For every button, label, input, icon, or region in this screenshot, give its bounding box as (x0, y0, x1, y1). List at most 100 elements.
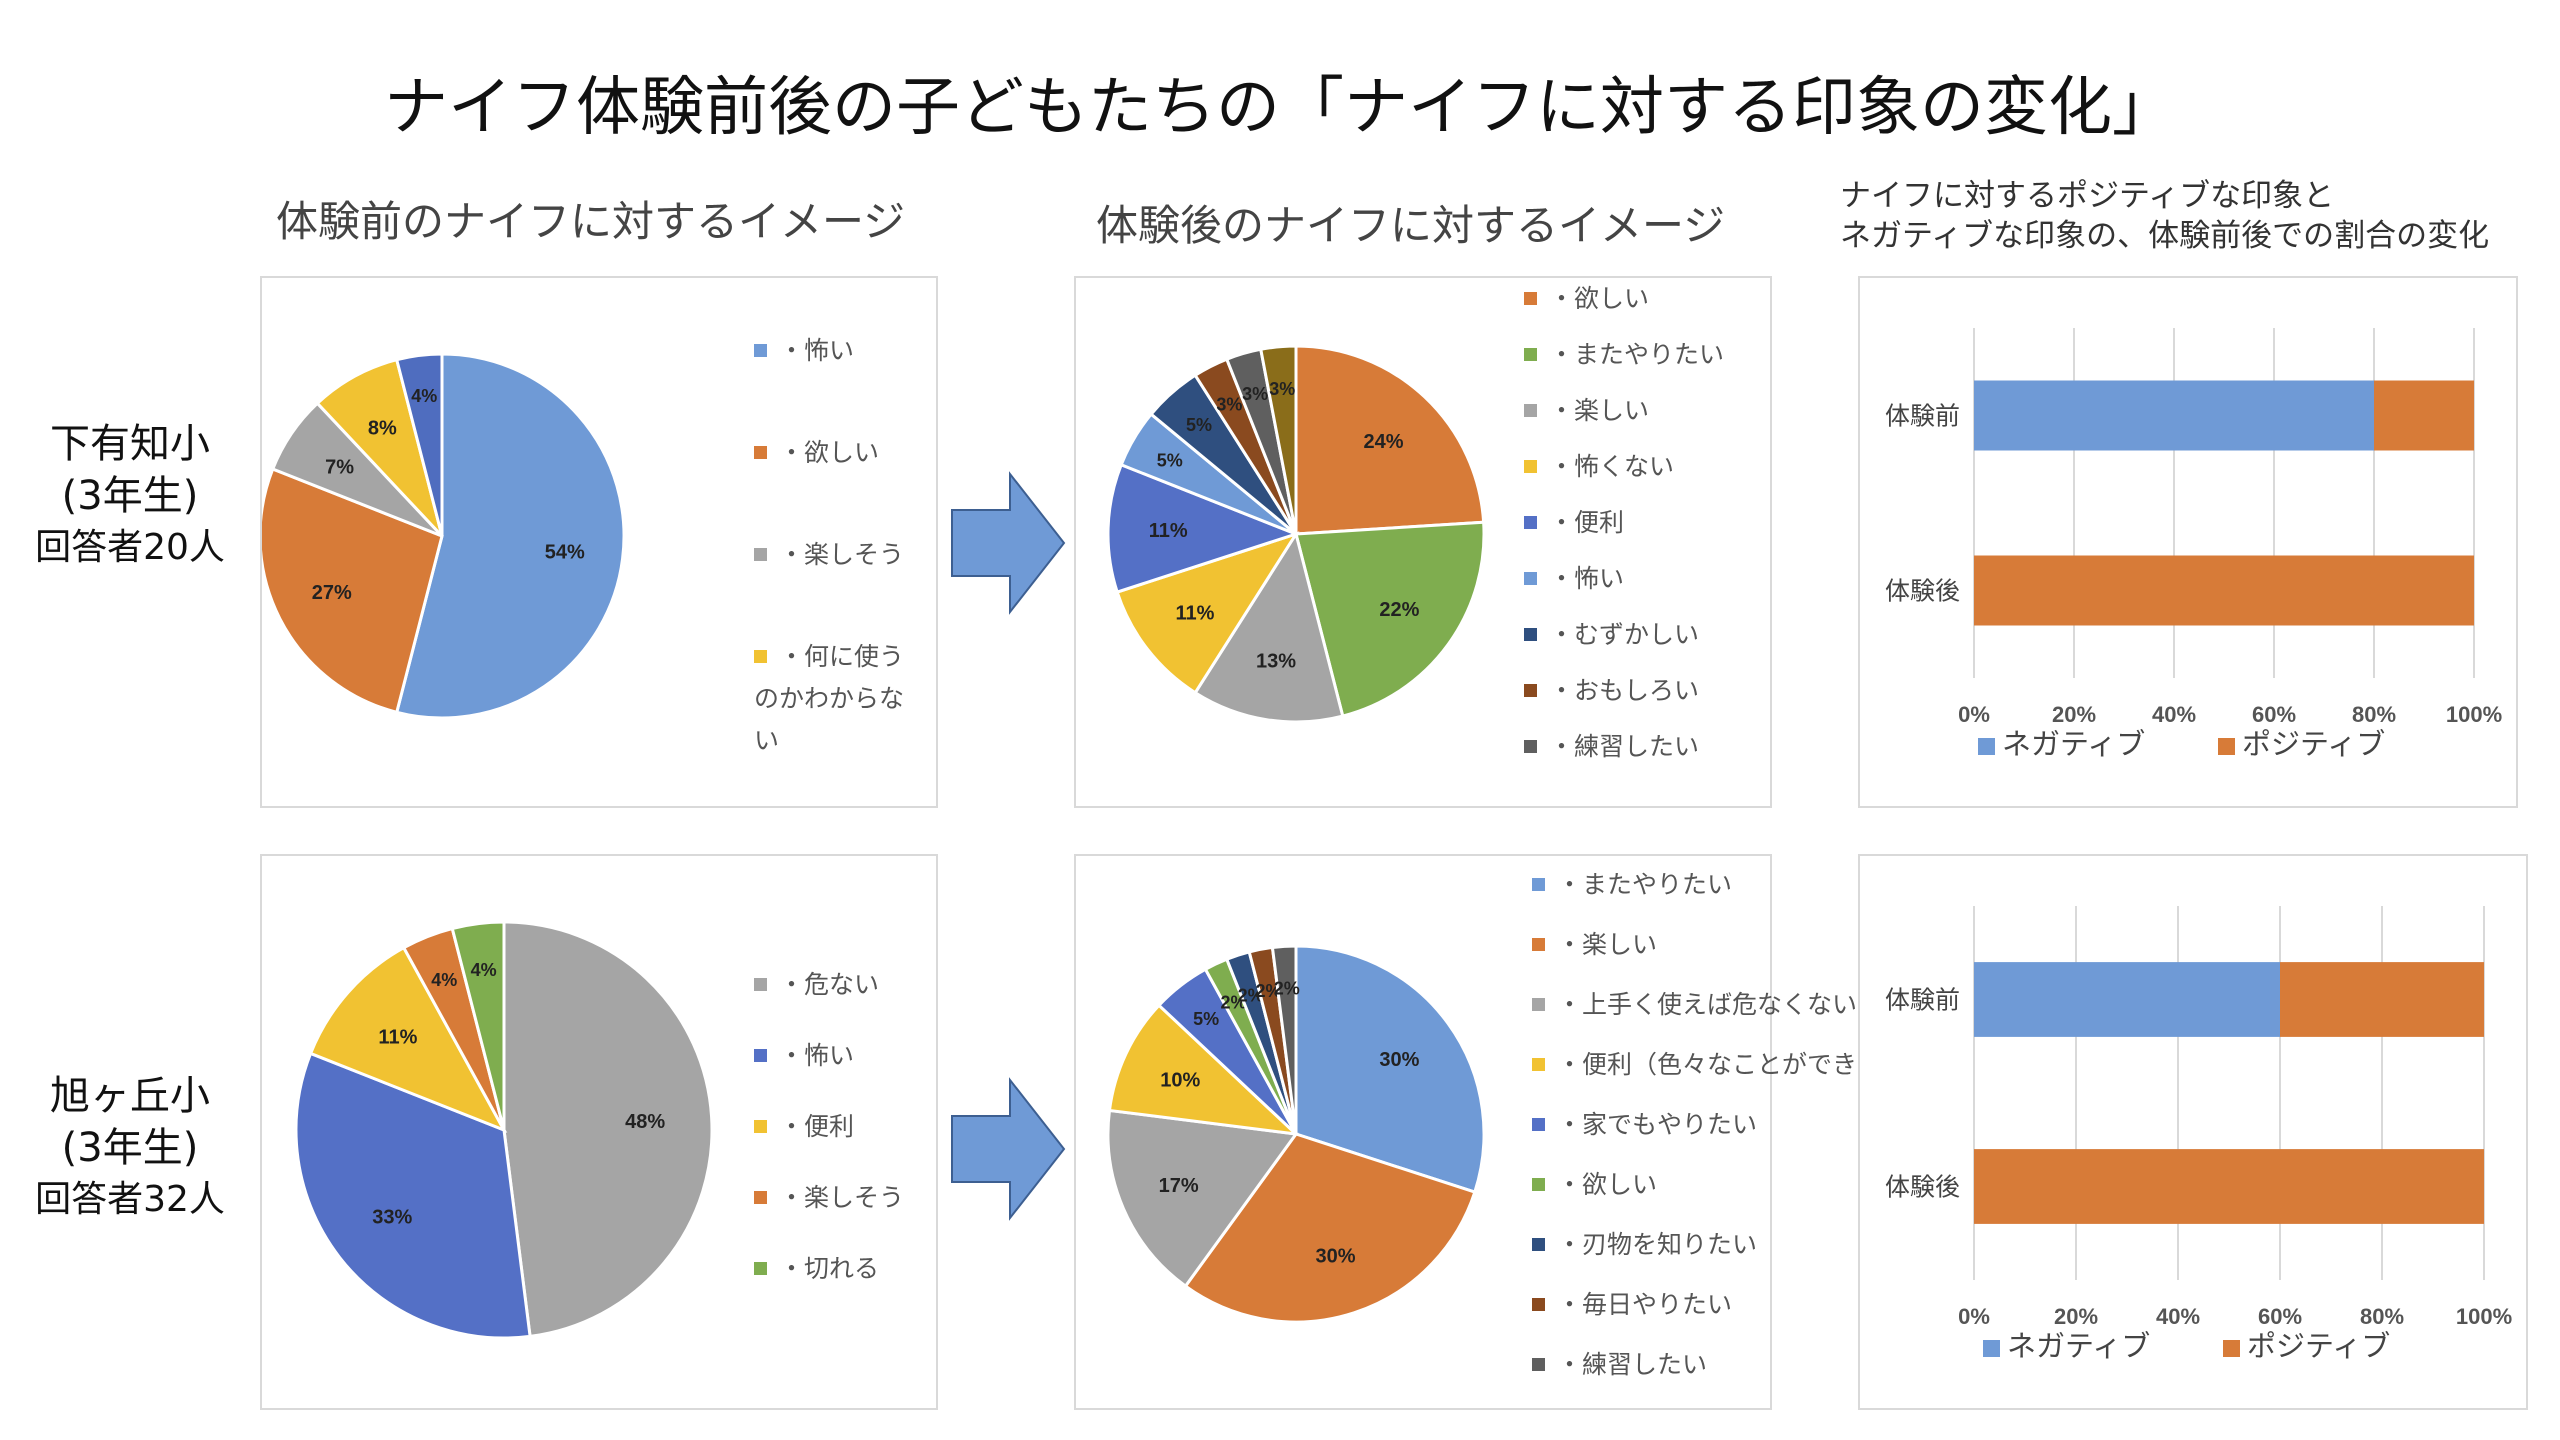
legend-label: ・便利 (779, 1112, 854, 1141)
arrow-right-icon (948, 470, 1070, 616)
legend-swatch (754, 344, 767, 357)
legend-item: ・怖い (754, 330, 916, 372)
legend-label: ポジティブ (2247, 1329, 2390, 1363)
legend-swatch (754, 1262, 767, 1275)
data-label: 17% (1159, 1175, 1199, 1197)
column-title-after: 体験後のナイフに対するイメージ (1096, 192, 1725, 253)
legend-swatch (754, 1120, 767, 1133)
bar-chart-school2-ratio: 0% 20% 40% 60% 80% 100% 体験前 体験後 ネガティブ ポジティブ (1858, 854, 2528, 1410)
pie-chart-school1-after: 24% 22% 13% 11% 11% 5% 5% 3% 3% 3% ・欲しい ・またやりたい ・楽しい… (1074, 276, 1772, 808)
data-label: 11% (1176, 602, 1215, 624)
data-label: 27% (312, 582, 352, 604)
legend-label: ・またやりたい (1549, 340, 1724, 369)
chart-legend: ・危ない・怖い・便利・楽しそう・切れる (754, 964, 926, 1398)
column-title-ratio: ナイフに対するポジティブな印象と ネガティブな印象の、体験前後での割合の変化 (1840, 176, 2489, 256)
legend-swatch (1532, 1178, 1545, 1191)
legend-item: ・便利 (754, 1106, 916, 1148)
legend-item: ・欲しい (1524, 278, 1750, 320)
data-label: 2% (1274, 979, 1300, 999)
legend-label: ・楽しい (1557, 930, 1657, 959)
legend-swatch (2223, 1340, 2240, 1357)
legend-label: ネガティブ (2007, 1329, 2150, 1363)
bar-segment (2280, 962, 2484, 1037)
data-label: 4% (431, 970, 457, 990)
school-respondents: 回答者20人 (20, 522, 240, 574)
legend-item: ・おもしろい (1524, 670, 1750, 712)
legend-item: ・またやりたい (1532, 864, 1750, 906)
x-tick-label: 20% (2054, 1304, 2098, 1329)
x-tick-label: 100% (2456, 1304, 2512, 1329)
legend-item: ・家でもやりたい (1532, 1104, 1750, 1146)
bar-segment (2374, 381, 2474, 451)
pie-chart-school1-before: 54% 27% 7% 8% 4% ・怖い ・欲しい ・楽しそう ・何に使うのかわからない (260, 276, 938, 808)
data-label: 33% (372, 1207, 412, 1229)
legend-item: ・怖い (1524, 558, 1750, 600)
legend-label: ・練習したい (1557, 1350, 1707, 1379)
legend-label: ・切れる (779, 1254, 879, 1283)
legend-item: ・楽しそう (754, 1177, 916, 1219)
legend-label: ・怖い (1549, 564, 1624, 593)
x-tick-label: 80% (2360, 1304, 2404, 1329)
school-name: 下有知小 (20, 418, 240, 470)
legend-item: ・楽しい (1524, 390, 1750, 432)
column-title-before: 体験前のナイフに対するイメージ (276, 188, 905, 249)
legend-label: ・楽しそう (779, 1183, 904, 1212)
arrow-right-icon (948, 1076, 1070, 1222)
legend-item: ・切れる (754, 1248, 916, 1290)
x-tick-label: 60% (2252, 702, 2296, 727)
legend-label: ・怖くない (1549, 452, 1674, 481)
y-category-label: 体験後 (1885, 1173, 1960, 1202)
chart-legend: ・またやりたい・楽しい・上手く使えば危なくない ・便利（色々なことができる） ・家で… (1532, 864, 1760, 1398)
legend-item: ・便利（色々なことができる） (1532, 1044, 1750, 1086)
chart-legend: ・怖い ・欲しい ・楽しそう ・何に使うのかわからない (754, 330, 926, 796)
legend-swatch (2218, 738, 2235, 755)
x-tick-label: 100% (2446, 702, 2502, 727)
legend-swatch (1524, 628, 1537, 641)
legend-swatch (754, 446, 767, 459)
school-label-1: 下有知小 (3年生) 回答者20人 (20, 418, 240, 574)
legend-swatch (1524, 740, 1537, 753)
data-label: 10% (1160, 1070, 1200, 1092)
legend-label: ・怖い (779, 1041, 854, 1070)
data-label: 3% (1216, 394, 1242, 414)
legend-swatch (1532, 1298, 1545, 1311)
legend-swatch (1524, 572, 1537, 585)
bar-segment (1974, 1149, 2484, 1224)
legend-swatch (754, 978, 767, 991)
pie-chart-school2-before: 48% 33% 11% 4% 4% ・危ない ・怖い ・便利 ・楽しそう ・切れる (260, 854, 938, 1410)
data-label: 5% (1186, 415, 1212, 435)
school-grade: (3年生) (20, 470, 240, 522)
bar-segment (1974, 962, 2280, 1037)
legend-label: ・何に使うのかわからない (754, 642, 904, 755)
legend-label: ・刃物を知りたい (1557, 1230, 1757, 1259)
y-category-label: 体験前 (1885, 402, 1960, 431)
school-label-2: 旭ヶ丘小 (3年生) 回答者32人 (20, 1070, 240, 1226)
data-label: 11% (1149, 520, 1188, 542)
legend-item: ・楽しい (1532, 924, 1750, 966)
legend-label: ネガティブ (2002, 727, 2145, 761)
data-label: 4% (411, 386, 437, 406)
legend-swatch (1978, 738, 1995, 755)
data-label: 54% (545, 542, 585, 564)
legend-item: ・上手く使えば危なくない (1532, 984, 1750, 1026)
legend-swatch (754, 1191, 767, 1204)
legend-swatch (1532, 998, 1545, 1011)
legend-swatch (1532, 878, 1545, 891)
legend-swatch (1524, 516, 1537, 529)
data-label: 30% (1315, 1246, 1355, 1268)
data-label: 5% (1157, 450, 1183, 470)
data-label: 30% (1379, 1049, 1419, 1071)
legend-item: ・毎日やりたい (1532, 1284, 1750, 1326)
x-tick-label: 80% (2352, 702, 2396, 727)
legend-label: ・家でもやりたい (1557, 1110, 1757, 1139)
legend-label: ・むずかしい (1549, 620, 1699, 649)
legend-label: ・危ない (779, 970, 879, 999)
legend-swatch (754, 548, 767, 561)
data-label: 3% (1269, 379, 1295, 399)
legend-label: ・練習したい (1549, 732, 1699, 761)
legend-label: ・楽しそう (779, 540, 904, 569)
legend-item: ・何に使うのかわからない (754, 636, 916, 762)
x-tick-label: 60% (2258, 1304, 2302, 1329)
legend-item: ・楽しそう (754, 534, 916, 576)
